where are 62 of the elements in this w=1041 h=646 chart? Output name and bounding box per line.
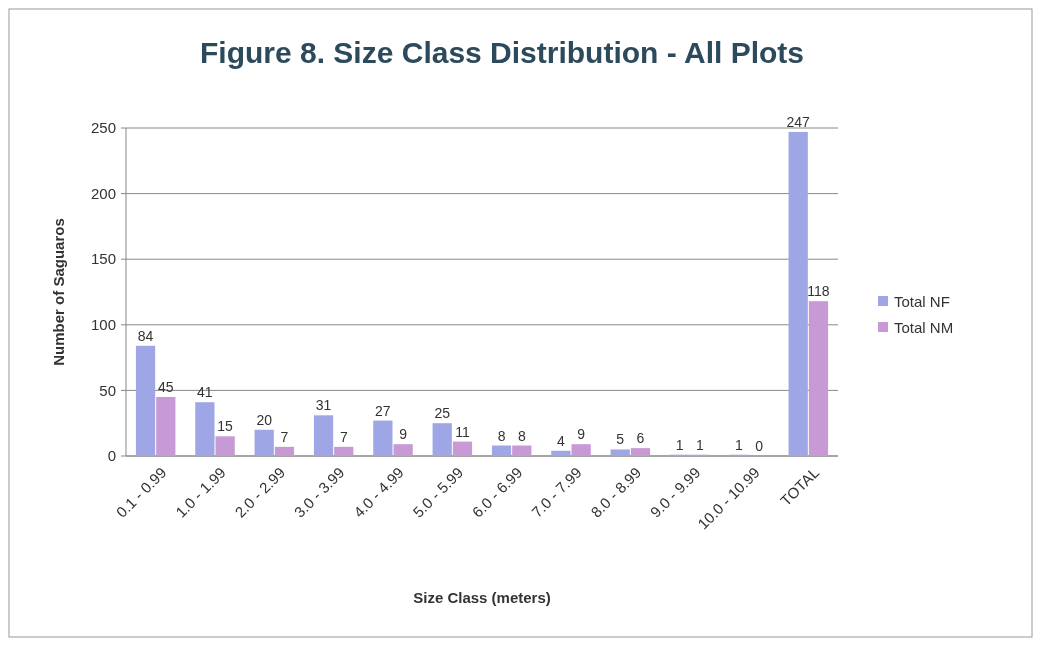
data-label: 1 xyxy=(675,436,684,453)
data-label: 1 xyxy=(695,436,704,453)
y-tick-label: 50 xyxy=(99,381,116,399)
bar xyxy=(195,402,215,456)
bar xyxy=(551,450,571,456)
data-label: 6 xyxy=(636,430,645,447)
x-tick-label: 3.0 - 3.99 xyxy=(290,463,348,521)
data-label: 7 xyxy=(339,428,348,445)
x-tick-label: 6.0 - 6.99 xyxy=(468,463,526,521)
data-label: 8 xyxy=(517,427,526,444)
y-tick-label: 200 xyxy=(90,184,116,202)
x-tick-label: 4.0 - 4.99 xyxy=(349,463,407,521)
bar xyxy=(610,449,630,456)
x-tick-label: 7.0 - 7.99 xyxy=(527,463,585,521)
legend-label: Total NM xyxy=(894,319,954,337)
data-label: 1 xyxy=(734,436,743,453)
y-tick-label: 250 xyxy=(90,119,116,137)
data-label: 247 xyxy=(786,113,811,130)
bar xyxy=(313,415,334,456)
bar xyxy=(452,441,473,456)
data-label: 15 xyxy=(217,418,234,435)
data-label: 9 xyxy=(577,426,586,443)
y-tick-label: 150 xyxy=(90,250,116,268)
bar xyxy=(135,345,156,456)
bar xyxy=(254,429,274,456)
bar xyxy=(808,301,829,456)
data-label: 8 xyxy=(497,427,506,444)
data-label: 5 xyxy=(616,431,625,448)
bar xyxy=(373,420,393,456)
y-axis-title: Number of Saguaros xyxy=(50,218,67,366)
x-tick-label: 0.1 - 0.99 xyxy=(112,463,170,521)
data-label: 41 xyxy=(197,384,213,401)
bar xyxy=(788,131,808,456)
y-tick-label: 0 xyxy=(107,447,116,465)
x-tick-label: 5.0 - 5.99 xyxy=(409,463,467,521)
y-tick-label: 100 xyxy=(90,316,116,334)
bar xyxy=(274,446,295,456)
chart-title: Figure 8. Size Class Distribution - All Plots xyxy=(200,36,804,69)
data-label: 11 xyxy=(455,423,470,440)
x-axis-title: Size Class (meters) xyxy=(413,589,551,606)
bar xyxy=(630,448,651,456)
data-label: 31 xyxy=(315,397,332,414)
bar xyxy=(156,396,176,456)
bar xyxy=(215,436,235,456)
data-label: 20 xyxy=(256,411,273,428)
data-label: 25 xyxy=(434,405,451,422)
data-label: 118 xyxy=(807,283,830,300)
bar xyxy=(512,445,532,456)
x-tick-label: 8.0 - 8.99 xyxy=(587,463,645,521)
data-label: 9 xyxy=(399,426,408,443)
data-label: 0 xyxy=(755,438,764,454)
bar xyxy=(334,446,354,456)
bar xyxy=(393,444,413,456)
data-label: 7 xyxy=(280,428,289,445)
bar xyxy=(491,445,512,456)
data-label: 84 xyxy=(137,327,154,344)
data-label: 4 xyxy=(556,432,565,449)
data-label: 27 xyxy=(375,402,391,419)
legend-label: Total NF xyxy=(894,293,950,311)
data-label: 45 xyxy=(158,378,174,395)
bar xyxy=(432,423,452,456)
bar xyxy=(571,444,591,456)
